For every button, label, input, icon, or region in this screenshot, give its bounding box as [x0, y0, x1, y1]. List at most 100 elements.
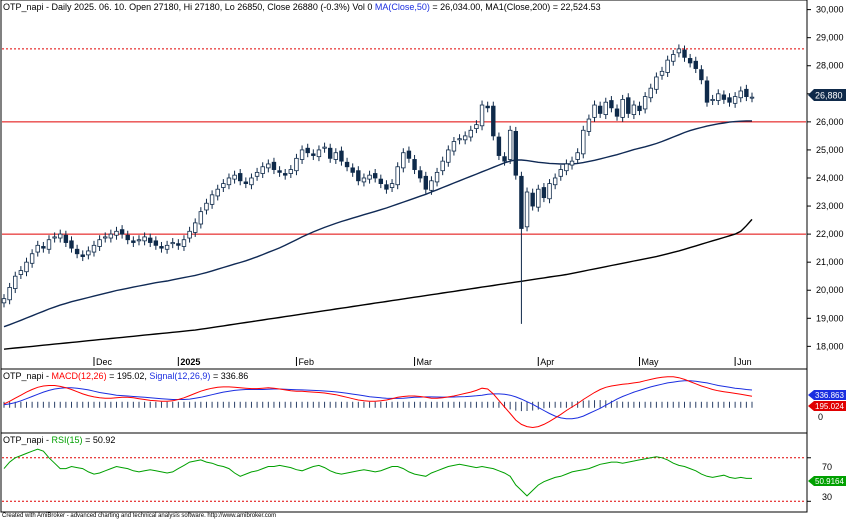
candle-body — [581, 129, 586, 155]
candle-body — [299, 149, 305, 160]
macd-title: OTP_napi - MACD(12,26) = 195.02, Signal(… — [3, 371, 248, 381]
candle-body — [721, 94, 727, 100]
candle-body — [108, 233, 114, 239]
candlestick-series — [1, 44, 755, 324]
ma200-line — [3, 218, 753, 350]
candle-body — [372, 173, 378, 179]
candle-body — [52, 236, 57, 239]
candle-body — [536, 188, 541, 208]
candle-body — [575, 152, 580, 160]
signal-badge-text: 336.863 — [815, 391, 844, 400]
candle-body — [429, 180, 434, 191]
candle-body — [249, 177, 254, 186]
candle-body — [659, 70, 665, 76]
candle-body — [170, 242, 175, 245]
candle-body — [682, 49, 687, 58]
price-y-tick-label: 23,000 — [816, 201, 844, 211]
candle-body — [496, 136, 502, 156]
candle-body — [24, 261, 29, 273]
candle-body — [654, 76, 659, 90]
candle-body — [637, 105, 642, 112]
candle-body — [176, 243, 181, 246]
candle-body — [468, 129, 473, 138]
candle-body — [597, 105, 603, 114]
price-y-tick-label: 29,000 — [816, 33, 844, 43]
candle-body — [665, 59, 670, 73]
candle-body — [614, 108, 620, 117]
candle-body — [592, 104, 597, 118]
candle-body — [181, 239, 187, 247]
candle-body — [204, 202, 209, 211]
candle-body — [283, 173, 288, 176]
candle-body — [103, 236, 108, 239]
candle-body — [569, 160, 575, 166]
candle-body — [198, 211, 204, 225]
candle-body — [164, 244, 170, 250]
candle-body — [552, 177, 558, 186]
rsi-badge-text: 50.9164 — [815, 477, 844, 486]
candle-body — [485, 105, 490, 109]
candle-body — [417, 170, 423, 179]
last-price-badge-text: 26,880 — [815, 91, 843, 101]
candle-body — [159, 246, 164, 249]
candle-body — [687, 58, 693, 64]
macd-pane: OTP_napi - MACD(12,26) = 195.02, Signal(… — [0, 368, 846, 434]
candle-body — [333, 152, 339, 160]
candle-body — [744, 88, 749, 98]
candle-body — [294, 157, 299, 172]
price-y-tick-label: 25,000 — [816, 145, 844, 155]
x-tick-label: Dec — [96, 357, 113, 367]
x-tick-label: Apr — [540, 357, 554, 367]
candle-body — [316, 149, 322, 158]
candle-body — [288, 169, 294, 174]
candle-body — [732, 96, 738, 104]
candle-body — [457, 138, 462, 141]
candle-body — [226, 177, 232, 186]
candle-body — [440, 160, 445, 172]
candle-body — [547, 183, 552, 200]
candle-body — [671, 54, 676, 62]
price-title: OTP_napi - Daily 2025. 06. 10. Open 2718… — [3, 2, 601, 12]
x-tick-label: Jun — [737, 357, 752, 367]
macd-badge-text: 195.024 — [815, 402, 844, 411]
candle-body — [41, 246, 46, 249]
candle-body — [704, 80, 710, 103]
candle-body — [148, 237, 153, 243]
candle-body — [327, 147, 333, 159]
candle-body — [69, 240, 74, 249]
candle-body — [63, 234, 69, 243]
candle-body — [46, 239, 52, 250]
price-y-tick-label: 20,000 — [816, 285, 844, 295]
x-tick-label: Feb — [298, 357, 314, 367]
candle-body — [603, 101, 608, 115]
candle-body — [7, 287, 12, 301]
candle-body — [277, 170, 282, 173]
candle-body — [1, 298, 7, 304]
candle-body — [519, 175, 524, 229]
candle-body — [648, 87, 653, 99]
candle-body — [609, 100, 614, 109]
candle-body — [749, 96, 755, 99]
candle-body — [119, 229, 125, 235]
price-horizontal-lines — [2, 48, 806, 235]
candle-body — [238, 173, 243, 182]
signal-polyline — [3, 380, 753, 420]
price-pane: 18,000 19,000 20,000 21,000 22,000 23,000 24,0… — [0, 0, 846, 370]
candle-body — [305, 147, 310, 154]
candle-body — [474, 124, 479, 129]
price-y-tick-label: 24,000 — [816, 173, 844, 183]
candle-body — [187, 230, 192, 239]
candle-body — [215, 188, 220, 197]
macd-badge: 195.024 — [808, 401, 846, 411]
candle-body — [232, 174, 237, 180]
ma50-polyline — [3, 120, 752, 328]
candle-body — [221, 183, 226, 188]
price-y-tick-label: 21,000 — [816, 257, 844, 267]
candle-body — [502, 156, 507, 162]
candle-body — [693, 60, 698, 69]
price-y-tick-label: 28,000 — [816, 61, 844, 71]
price-x-axis: Dec 2025 Feb Mar Apr May Jun — [93, 357, 752, 367]
candle-body — [716, 93, 721, 101]
candle-body — [260, 166, 265, 174]
